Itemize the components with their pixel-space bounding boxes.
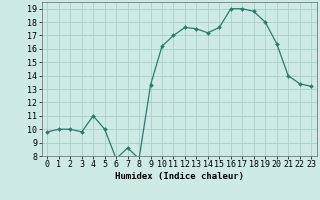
X-axis label: Humidex (Indice chaleur): Humidex (Indice chaleur)	[115, 172, 244, 181]
